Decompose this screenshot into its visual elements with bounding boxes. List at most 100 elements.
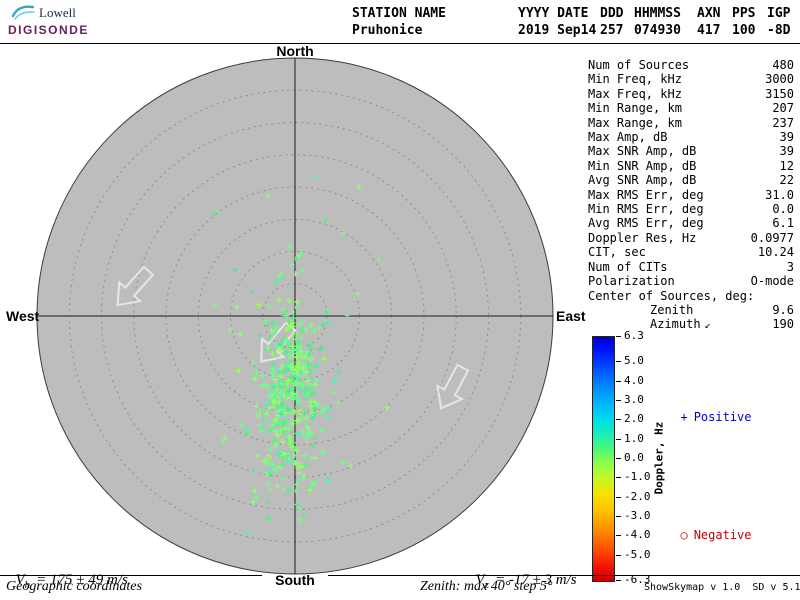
stat-row: Min Range, km 207 (588, 101, 794, 115)
source-point (293, 343, 300, 350)
source-point (268, 327, 275, 334)
source-point (277, 403, 284, 409)
colorbar-tick (616, 458, 621, 459)
source-point (316, 324, 323, 331)
vertical-velocity-readout: Vz = -17 ± 3 m/s (468, 555, 577, 591)
azimuth-direction-icon: ↙ (704, 320, 711, 332)
source-point (305, 431, 312, 438)
source-point (286, 297, 292, 304)
stat-label: Max Amp, dB (588, 130, 668, 145)
source-point (274, 421, 281, 428)
source-point (289, 385, 295, 392)
source-point (295, 399, 302, 405)
source-point (278, 410, 284, 416)
source-point (244, 529, 251, 536)
source-point (275, 432, 281, 438)
source-point (299, 475, 305, 482)
stat-value: 207 (772, 101, 794, 116)
vh-subscript: h (24, 579, 31, 591)
source-point (290, 376, 297, 383)
coordinate-system-label: Geographic coordinates (6, 579, 142, 594)
source-point (340, 459, 346, 466)
header-col-label: IGP (767, 6, 791, 21)
stats-list: Num of Sources 480 Min Freq, kHz 3000 Max Fr… (588, 58, 794, 334)
source-point (280, 306, 287, 313)
header-col-label: PPS (732, 6, 756, 21)
source-point (269, 422, 276, 428)
source-point (277, 418, 283, 425)
source-point (222, 435, 228, 441)
source-point (310, 443, 316, 449)
source-point (267, 335, 274, 341)
source-point (243, 430, 250, 436)
compass-north-label: North (276, 43, 314, 59)
colorbar-tick-label: 2.0 (624, 412, 644, 426)
source-point (312, 381, 319, 388)
source-point (293, 336, 299, 343)
source-point (271, 427, 278, 434)
header-col-value: 2019 Sep14 (518, 23, 597, 38)
source-point (356, 184, 362, 190)
center-of-sources-header: Center of Sources, deg: (588, 288, 755, 303)
source-point (311, 390, 317, 396)
source-point (283, 326, 290, 333)
stat-label: Polarization (588, 274, 675, 289)
source-point (253, 369, 260, 376)
doppler-axis-label: Doppler, Hz (652, 421, 666, 495)
colorbar-tick (616, 580, 621, 581)
source-point (289, 309, 295, 315)
header-col-label: HHMMSS (634, 6, 681, 21)
source-point (295, 374, 301, 381)
stat-row: Azimuth ↙ 190 (588, 317, 794, 333)
stat-row: Max RMS Err, deg 31.0 (588, 188, 794, 202)
stat-row: Min Freq, kHz 3000 (588, 72, 794, 86)
stats-panel: Num of Sources 480 Min Freq, kHz 3000 Max Fr… (588, 58, 794, 334)
source-point (272, 280, 279, 287)
source-point (308, 322, 314, 328)
source-point (278, 348, 284, 355)
stat-row: Doppler Res, Hz 0.0977 (588, 231, 794, 245)
colorbar-tick (616, 380, 621, 382)
source-point (321, 404, 328, 411)
stat-value: 3000 (765, 72, 794, 87)
stat-label: Zenith (650, 302, 694, 317)
source-point (281, 420, 288, 426)
source-point (293, 447, 300, 454)
stat-row: Min RMS Err, deg 0.0 (588, 202, 794, 216)
source-point (299, 250, 306, 257)
source-point (307, 487, 313, 493)
source-point (300, 267, 306, 273)
logo-digisonde-text: DIGISONDE (8, 23, 89, 37)
source-point (295, 339, 301, 346)
source-point (288, 418, 295, 425)
source-point (274, 353, 281, 359)
source-point (273, 325, 280, 332)
source-point (289, 320, 296, 326)
source-point (272, 443, 279, 449)
source-point (274, 320, 280, 327)
header-col-value: 074930 (634, 23, 681, 38)
source-point (284, 453, 291, 459)
source-point (297, 517, 303, 523)
source-point (317, 346, 323, 353)
source-point (295, 351, 302, 358)
source-point (267, 486, 273, 493)
source-point (323, 309, 330, 316)
colorbar-tick (616, 496, 621, 498)
stat-row: Num of CITs 3 (588, 260, 794, 274)
source-point (308, 455, 314, 461)
source-point (283, 312, 290, 319)
source-point (267, 446, 274, 453)
source-point (263, 346, 270, 353)
drift-arrow (116, 265, 155, 307)
source-point (289, 347, 296, 354)
source-point (300, 300, 307, 306)
source-point (281, 429, 288, 435)
source-point (296, 506, 303, 512)
colorbar-tick (616, 477, 621, 479)
source-point (286, 318, 292, 325)
source-point (376, 257, 382, 263)
source-point (285, 377, 292, 384)
stat-row: CIT, sec 10.24 (588, 245, 794, 259)
source-point (325, 414, 332, 420)
